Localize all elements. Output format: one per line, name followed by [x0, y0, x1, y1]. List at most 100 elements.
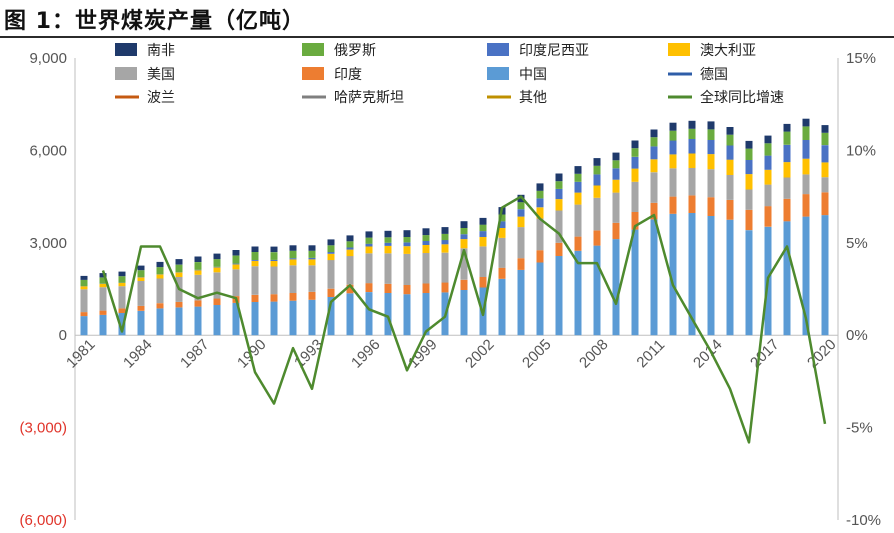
bar-segment — [156, 267, 164, 275]
bar-segment — [707, 129, 715, 140]
bar-segment — [802, 174, 810, 195]
bar-segment — [669, 122, 677, 131]
bar-segment — [118, 313, 126, 336]
bar-segment — [80, 312, 88, 317]
bar-segment — [498, 237, 506, 268]
bar-segment — [707, 154, 715, 170]
bar-segment — [384, 293, 392, 336]
x-tick-label: 1984 — [120, 336, 156, 372]
bar-segment — [593, 185, 601, 198]
bar-segment — [441, 244, 449, 253]
bar-segment — [251, 260, 259, 261]
bar-segment — [289, 265, 297, 293]
legend-label: 俄罗斯 — [334, 43, 376, 59]
right-tick-label: 5% — [846, 235, 868, 252]
bar-segment — [232, 263, 240, 265]
x-tick-label: 2011 — [633, 336, 668, 371]
bar-segment — [194, 269, 202, 271]
bar-segment — [517, 258, 525, 270]
bar-segment — [441, 252, 449, 283]
bar-segment — [707, 216, 715, 336]
bar-segment — [137, 281, 145, 306]
bar-segment — [669, 130, 677, 141]
bar-segment — [650, 129, 658, 138]
bar-segment — [745, 148, 753, 160]
bar-segment — [498, 267, 506, 279]
left-tick-label: 6,000 — [29, 142, 67, 159]
bar-segment — [118, 308, 126, 313]
bar-segment — [156, 261, 164, 268]
bar-segment — [821, 162, 829, 178]
legend-label: 其他 — [519, 90, 547, 106]
bar-segment — [536, 262, 544, 336]
bar-segment — [194, 270, 202, 275]
bar-segment — [327, 252, 335, 254]
bar-segment — [631, 156, 639, 169]
bar-segment — [574, 192, 582, 205]
bar-segment — [80, 286, 88, 290]
legend-swatch — [487, 67, 509, 80]
bar-segment — [555, 256, 563, 336]
bar-segment — [669, 168, 677, 197]
legend-swatch — [302, 43, 324, 56]
bar-segment — [270, 266, 278, 295]
bar-segment — [536, 250, 544, 263]
bar-segment — [726, 175, 734, 200]
bar-segment — [232, 264, 240, 270]
bar-segment — [403, 246, 411, 254]
bar-segment — [251, 301, 259, 336]
left-tick-label: 3,000 — [29, 235, 67, 252]
bar-segment — [593, 174, 601, 186]
bar-segment — [213, 305, 221, 336]
legend-swatch — [115, 67, 137, 80]
bar-segment — [498, 228, 506, 238]
bar-segment — [726, 159, 734, 175]
bar-segment — [631, 181, 639, 212]
bar-segment — [327, 245, 335, 253]
x-tick-label: 2002 — [462, 336, 498, 372]
bar-segment — [574, 181, 582, 193]
bar-segment — [99, 310, 107, 315]
bar-segment — [726, 145, 734, 160]
x-tick-label: 1981 — [63, 336, 99, 372]
legend-swatch — [302, 67, 324, 80]
legend-swatch — [668, 43, 690, 56]
bar-segment — [251, 252, 259, 260]
right-tick-label: 0% — [846, 327, 868, 344]
bar-segment — [232, 269, 240, 297]
left-tick-label: 9,000 — [29, 50, 67, 67]
bar-segment — [289, 258, 297, 260]
bar-segment — [422, 241, 430, 245]
bar-segment — [156, 274, 164, 279]
bar-segment — [802, 118, 810, 127]
bar-segment — [745, 140, 753, 149]
bar-segment — [707, 121, 715, 130]
left-tick-label: (3,000) — [19, 420, 67, 437]
bar-segment — [327, 260, 335, 289]
x-tick-label: 1996 — [348, 336, 384, 372]
bar-segment — [479, 231, 487, 237]
bar-segment — [422, 283, 430, 293]
bar-segment — [821, 132, 829, 146]
bar-segment — [536, 218, 544, 251]
bar-segment — [764, 155, 772, 170]
bar-segment — [194, 262, 202, 270]
bar-segment — [479, 246, 487, 277]
bar-segment — [612, 192, 620, 223]
bar-segment — [137, 277, 145, 281]
bar-segment — [517, 227, 525, 259]
bar-segment — [479, 224, 487, 232]
bar-segment — [289, 259, 297, 266]
bar-segment — [536, 207, 544, 219]
bar-segment — [612, 239, 620, 336]
bar-segment — [365, 283, 373, 292]
bar-segment — [213, 253, 221, 260]
bar-segment — [137, 305, 145, 311]
bar-segment — [593, 245, 601, 336]
bar-segment — [289, 300, 297, 336]
legend-label: 美国 — [147, 67, 175, 83]
bar-segment — [764, 135, 772, 144]
bar-segment — [821, 177, 829, 193]
bar-segment — [175, 301, 183, 308]
x-tick-label: 2017 — [747, 336, 783, 372]
